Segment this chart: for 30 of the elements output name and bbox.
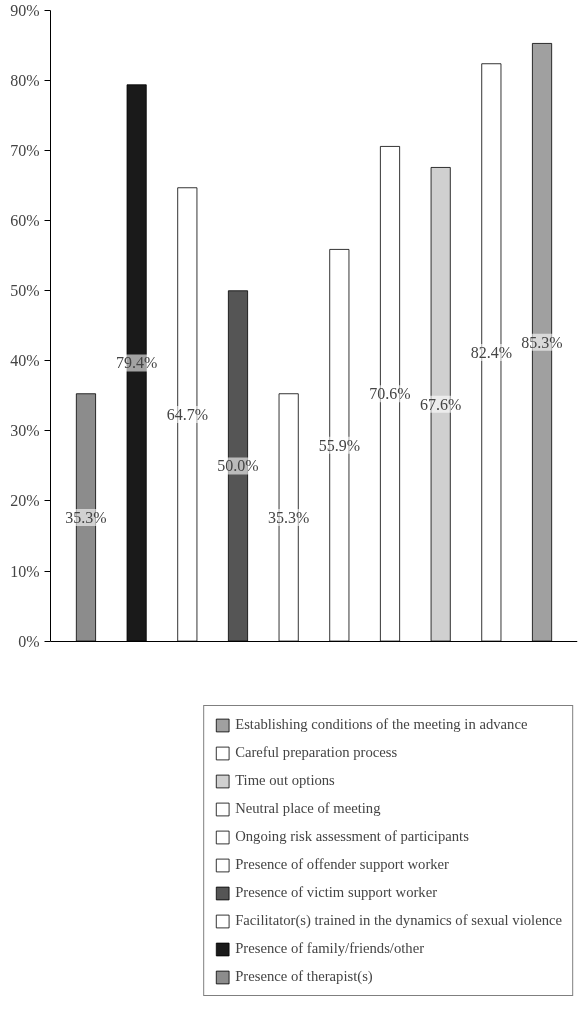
y-tick-label: 0% — [18, 632, 40, 650]
data-label: 85.3% — [521, 333, 563, 351]
y-tick-label: 30% — [10, 422, 40, 440]
y-tick-label: 50% — [10, 282, 40, 300]
legend-label: Presence of family/friends/other — [235, 940, 425, 957]
y-tick-label: 60% — [10, 212, 40, 230]
legend-label: Presence of therapist(s) — [235, 968, 373, 985]
data-label: 70.6% — [369, 385, 411, 403]
y-tick-label: 40% — [10, 352, 40, 370]
legend-label: Neutral place of meeting — [235, 800, 381, 817]
data-label: 82.4% — [470, 343, 513, 361]
legend-label: Ongoing risk assessment of participants — [235, 828, 469, 845]
y-tick-label: 90% — [10, 2, 40, 19]
legend-label: Establishing conditions of the meeting in advance — [235, 716, 528, 733]
y-tick-label: 20% — [10, 492, 40, 510]
data-label: 67.6% — [420, 395, 462, 413]
data-label: 50.0% — [217, 457, 259, 475]
data-label: 35.3% — [65, 508, 107, 526]
y-tick-label: 70% — [10, 142, 40, 160]
data-label: 55.9% — [318, 436, 360, 454]
legend-label: Presence of victim support worker — [235, 884, 438, 901]
data-label: 35.3% — [268, 508, 310, 526]
y-tick-label: 10% — [10, 562, 40, 580]
legend-label: Time out options — [235, 772, 335, 789]
legend-label: Presence of offender support worker — [235, 856, 449, 873]
y-tick-label: 80% — [10, 72, 40, 90]
legend-label: Careful preparation process — [235, 744, 398, 761]
data-label: 79.4% — [115, 354, 158, 372]
data-label: 64.7% — [166, 405, 208, 423]
legend-label: Facilitator(s) trained in the dynamics of sexual violence — [235, 912, 562, 929]
